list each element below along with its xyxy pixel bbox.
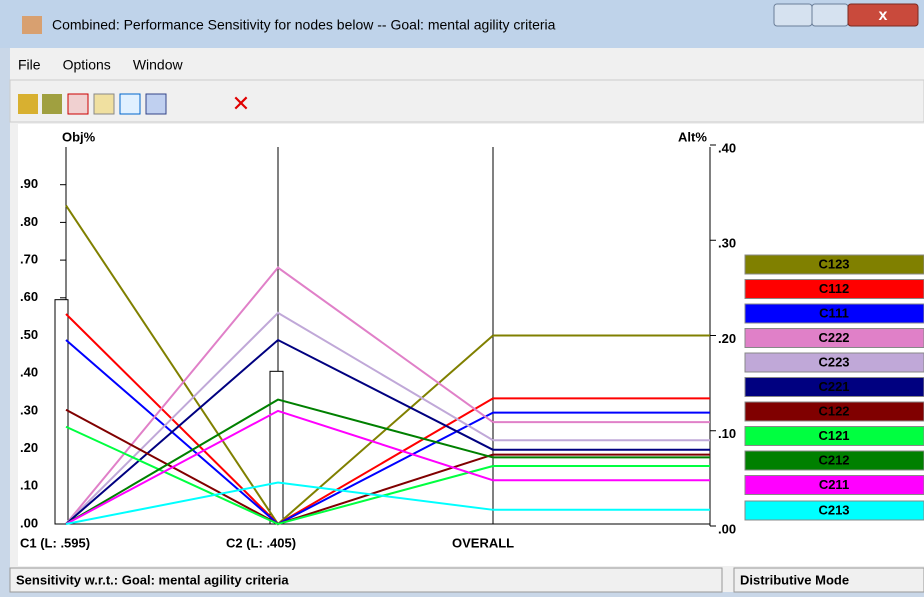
minimize-button[interactable] [773,3,813,27]
legend-swatch [744,352,924,373]
y-tick-label: .10 [20,478,38,493]
close-icon: x [879,7,888,24]
window-title: Combined: Performance Sensitivity for no… [52,17,556,33]
legend-label: C222 [818,330,849,345]
y2-tick-label: .20 [718,331,736,346]
legend-label: C221 [818,379,849,394]
status-right: Distributive Mode [740,572,849,587]
tool-print[interactable] [42,94,62,114]
series-line [65,481,494,525]
app-icon [22,16,42,34]
x-tick-label: OVERALL [452,535,514,550]
y-tick-label: .20 [20,440,38,455]
maximize-button[interactable] [811,3,849,27]
menu-item[interactable]: File [18,57,41,73]
series-line [65,398,494,525]
status-left-panel [9,567,723,593]
legend-label: C212 [818,452,849,467]
legend-label: C123 [818,256,849,271]
y-tick-label: .00 [20,515,38,530]
menu-item[interactable]: Options [63,57,111,73]
status-left: Sensitivity w.r.t.: Goal: mental agility… [16,572,289,587]
y-tick-label: .70 [20,252,38,267]
y2-tick-label: .10 [718,426,736,441]
weight-bar [54,299,69,525]
legend-swatch [744,279,924,299]
tool-tree[interactable] [93,93,115,115]
legend-label: C111 [819,305,849,320]
y-tick-label: .30 [20,402,38,417]
legend-swatch [744,450,924,471]
series-line [65,425,494,526]
status-right-panel [733,567,924,593]
y-tick-label: .60 [20,289,38,304]
legend-label: C223 [818,354,849,369]
y2-tick-label: .40 [718,140,736,155]
title-bar [0,0,924,48]
menu-item[interactable]: Window [133,57,184,73]
y-tick-label: .50 [20,327,38,342]
legend-label: C211 [819,477,849,492]
y-axis-label: Obj% [62,129,96,144]
series-line [65,311,494,525]
x-tick-label: C2 (L: .405) [226,535,296,550]
y2-tick-label: .30 [718,236,736,251]
tool-window[interactable] [145,93,167,115]
legend-label: C112 [819,281,849,296]
weight-bar [269,370,284,525]
series-line [65,338,494,525]
tool-layout[interactable] [119,93,141,115]
x-tick-label: C1 (L: .595) [20,535,90,550]
y-tick-label: .40 [20,365,38,380]
tool-graph[interactable] [67,93,89,115]
tool-home[interactable] [18,94,38,114]
legend-swatch [744,500,924,521]
y-tick-label: .80 [20,214,38,229]
y2-axis-label: Alt% [678,129,707,144]
legend-label: C122 [818,403,849,418]
legend-swatch [744,254,924,275]
tool-close[interactable]: ✕ [232,91,250,116]
y2-tick-label: .00 [718,521,736,536]
close-button[interactable] [847,3,919,27]
y-tick-label: .90 [20,176,38,191]
legend-label: C213 [818,502,849,517]
legend-swatch [744,328,924,348]
legend-label: C121 [818,428,849,443]
legend-swatch [744,377,924,397]
series-line [65,409,494,525]
legend-swatch [744,401,924,422]
legend-swatch [744,303,924,324]
series-line [65,266,494,525]
legend-swatch [744,475,924,495]
legend-swatch [744,426,924,446]
